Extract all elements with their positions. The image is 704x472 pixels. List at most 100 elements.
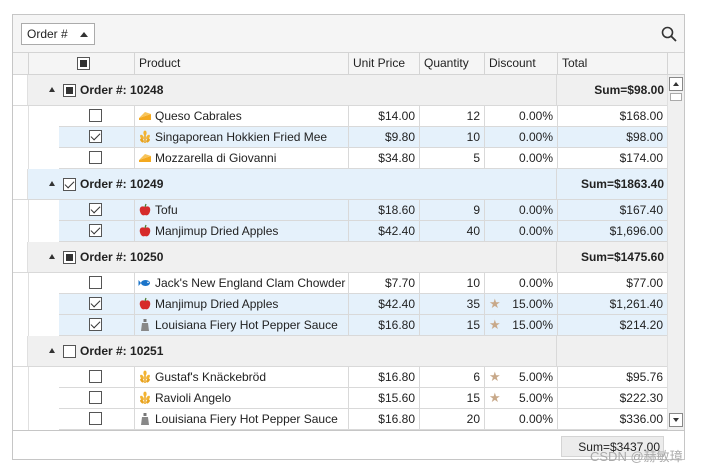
group-row[interactable]: Order #: 10249 Sum=$1863.40 (13, 169, 667, 200)
row-checkbox[interactable] (89, 297, 102, 310)
cell-price[interactable]: $9.80 (348, 127, 419, 147)
cell-total[interactable]: $77.00 (557, 273, 667, 293)
cell-total[interactable]: $174.00 (557, 148, 667, 168)
table-row[interactable]: Manjimup Dried Apples $42.40 40 0.00% $1,696… (13, 221, 667, 242)
cell-product[interactable]: Manjimup Dried Apples (134, 221, 348, 241)
cell-qty[interactable]: 10 (419, 273, 484, 293)
column-header-quantity[interactable]: Quantity (419, 53, 484, 74)
table-row[interactable]: Louisiana Fiery Hot Pepper Sauce $16.80 20… (13, 409, 667, 430)
cell-product[interactable]: Mozzarella di Giovanni (134, 148, 348, 168)
cell-total[interactable]: $1,696.00 (557, 221, 667, 241)
scrollbar-thumb[interactable] (670, 93, 682, 101)
row-checkbox[interactable] (89, 412, 102, 425)
cell-total[interactable]: $214.20 (557, 315, 667, 335)
cell-discount[interactable]: ★ 5.00% (484, 388, 557, 408)
cell-qty[interactable]: 12 (419, 106, 484, 126)
row-checkbox[interactable] (89, 109, 102, 122)
select-all-header[interactable] (28, 53, 90, 74)
select-all-checkbox[interactable] (77, 57, 90, 70)
cell-price[interactable]: $16.80 (348, 315, 419, 335)
cell-discount[interactable]: 0.00% (484, 200, 557, 220)
table-row[interactable]: Gustaf's Knäckebröd $16.80 6 ★ 5.00% $95.76 (13, 367, 667, 388)
cell-product[interactable]: Gustaf's Knäckebröd (134, 367, 348, 387)
cell-total[interactable]: $222.30 (557, 388, 667, 408)
cell-discount[interactable]: ★ 5.00% (484, 367, 557, 387)
scroll-up-button[interactable] (669, 77, 683, 91)
table-row[interactable]: Queso Cabrales $14.00 12 0.00% $168.00 (13, 106, 667, 127)
cell-qty[interactable]: 15 (419, 388, 484, 408)
cell-price[interactable]: $42.40 (348, 294, 419, 314)
column-header-total[interactable]: Total (557, 53, 667, 74)
cell-product[interactable]: Louisiana Fiery Hot Pepper Sauce (134, 409, 348, 429)
cell-price[interactable]: $16.80 (348, 409, 419, 429)
group-checkbox[interactable] (63, 345, 76, 358)
cell-price[interactable]: $16.80 (348, 367, 419, 387)
cell-total[interactable]: $336.00 (557, 409, 667, 429)
cell-qty[interactable]: 40 (419, 221, 484, 241)
column-header-product[interactable]: Product (134, 53, 348, 74)
row-checkbox[interactable] (89, 130, 102, 143)
cell-discount[interactable]: 0.00% (484, 409, 557, 429)
cell-price[interactable]: $18.60 (348, 200, 419, 220)
group-checkbox[interactable] (63, 84, 76, 97)
table-row[interactable]: Louisiana Fiery Hot Pepper Sauce $16.80 15… (13, 315, 667, 336)
cell-product[interactable]: Jack's New England Clam Chowder (134, 273, 348, 293)
expand-collapse-icon[interactable] (49, 87, 55, 92)
cell-qty[interactable]: 15 (419, 315, 484, 335)
cell-discount[interactable]: 0.00% (484, 221, 557, 241)
cell-price[interactable]: $34.80 (348, 148, 419, 168)
cell-price[interactable]: $42.40 (348, 221, 419, 241)
group-checkbox[interactable] (63, 251, 76, 264)
cell-qty[interactable]: 6 (419, 367, 484, 387)
cell-total[interactable]: $167.40 (557, 200, 667, 220)
cell-discount[interactable]: 0.00% (484, 106, 557, 126)
cell-qty[interactable]: 10 (419, 127, 484, 147)
cell-qty[interactable]: 35 (419, 294, 484, 314)
expand-collapse-icon[interactable] (49, 254, 55, 259)
table-row[interactable]: Tofu $18.60 9 0.00% $167.40 (13, 200, 667, 221)
cell-discount[interactable]: 0.00% (484, 127, 557, 147)
row-checkbox[interactable] (89, 203, 102, 216)
table-row[interactable]: Jack's New England Clam Chowder $7.70 10 0.… (13, 273, 667, 294)
row-checkbox[interactable] (89, 224, 102, 237)
group-row[interactable]: Order #: 10248 Sum=$98.00 (13, 75, 667, 106)
cell-discount[interactable]: 0.00% (484, 148, 557, 168)
row-checkbox[interactable] (89, 276, 102, 289)
row-checkbox[interactable] (89, 151, 102, 164)
search-icon[interactable] (661, 26, 677, 42)
cell-qty[interactable]: 9 (419, 200, 484, 220)
cell-product[interactable]: Singaporean Hokkien Fried Mee (134, 127, 348, 147)
cell-discount[interactable]: ★ 15.00% (484, 315, 557, 335)
cell-total[interactable]: $98.00 (557, 127, 667, 147)
cell-total[interactable]: $95.76 (557, 367, 667, 387)
table-row[interactable]: Singaporean Hokkien Fried Mee $9.80 10 0.00… (13, 127, 667, 148)
group-row[interactable]: Order #: 10250 Sum=$1475.60 (13, 242, 667, 273)
cell-product[interactable]: Queso Cabrales (134, 106, 348, 126)
expand-collapse-icon[interactable] (49, 181, 55, 186)
table-row[interactable]: Mozzarella di Giovanni $34.80 5 0.00% $174.0… (13, 148, 667, 169)
cell-price[interactable]: $15.60 (348, 388, 419, 408)
column-header-discount[interactable]: Discount (484, 53, 557, 74)
vertical-scrollbar[interactable] (667, 75, 684, 430)
cell-product[interactable]: Manjimup Dried Apples (134, 294, 348, 314)
cell-discount[interactable]: 0.00% (484, 273, 557, 293)
column-header-unit-price[interactable]: Unit Price (348, 53, 419, 74)
table-row[interactable]: Manjimup Dried Apples $42.40 35 ★ 15.00% $1,2… (13, 294, 667, 315)
table-row[interactable]: Ravioli Angelo $15.60 15 ★ 5.00% $222.30 (13, 388, 667, 409)
cell-qty[interactable]: 5 (419, 148, 484, 168)
expand-collapse-icon[interactable] (49, 348, 55, 353)
row-checkbox[interactable] (89, 391, 102, 404)
cell-price[interactable]: $7.70 (348, 273, 419, 293)
cell-product[interactable]: Tofu (134, 200, 348, 220)
cell-total[interactable]: $168.00 (557, 106, 667, 126)
cell-price[interactable]: $14.00 (348, 106, 419, 126)
cell-discount[interactable]: ★ 15.00% (484, 294, 557, 314)
row-checkbox[interactable] (89, 370, 102, 383)
scroll-down-button[interactable] (669, 413, 683, 427)
row-checkbox[interactable] (89, 318, 102, 331)
group-checkbox[interactable] (63, 178, 76, 191)
group-by-order-button[interactable]: Order # (21, 23, 95, 45)
cell-product[interactable]: Louisiana Fiery Hot Pepper Sauce (134, 315, 348, 335)
cell-total[interactable]: $1,261.40 (557, 294, 667, 314)
cell-qty[interactable]: 20 (419, 409, 484, 429)
